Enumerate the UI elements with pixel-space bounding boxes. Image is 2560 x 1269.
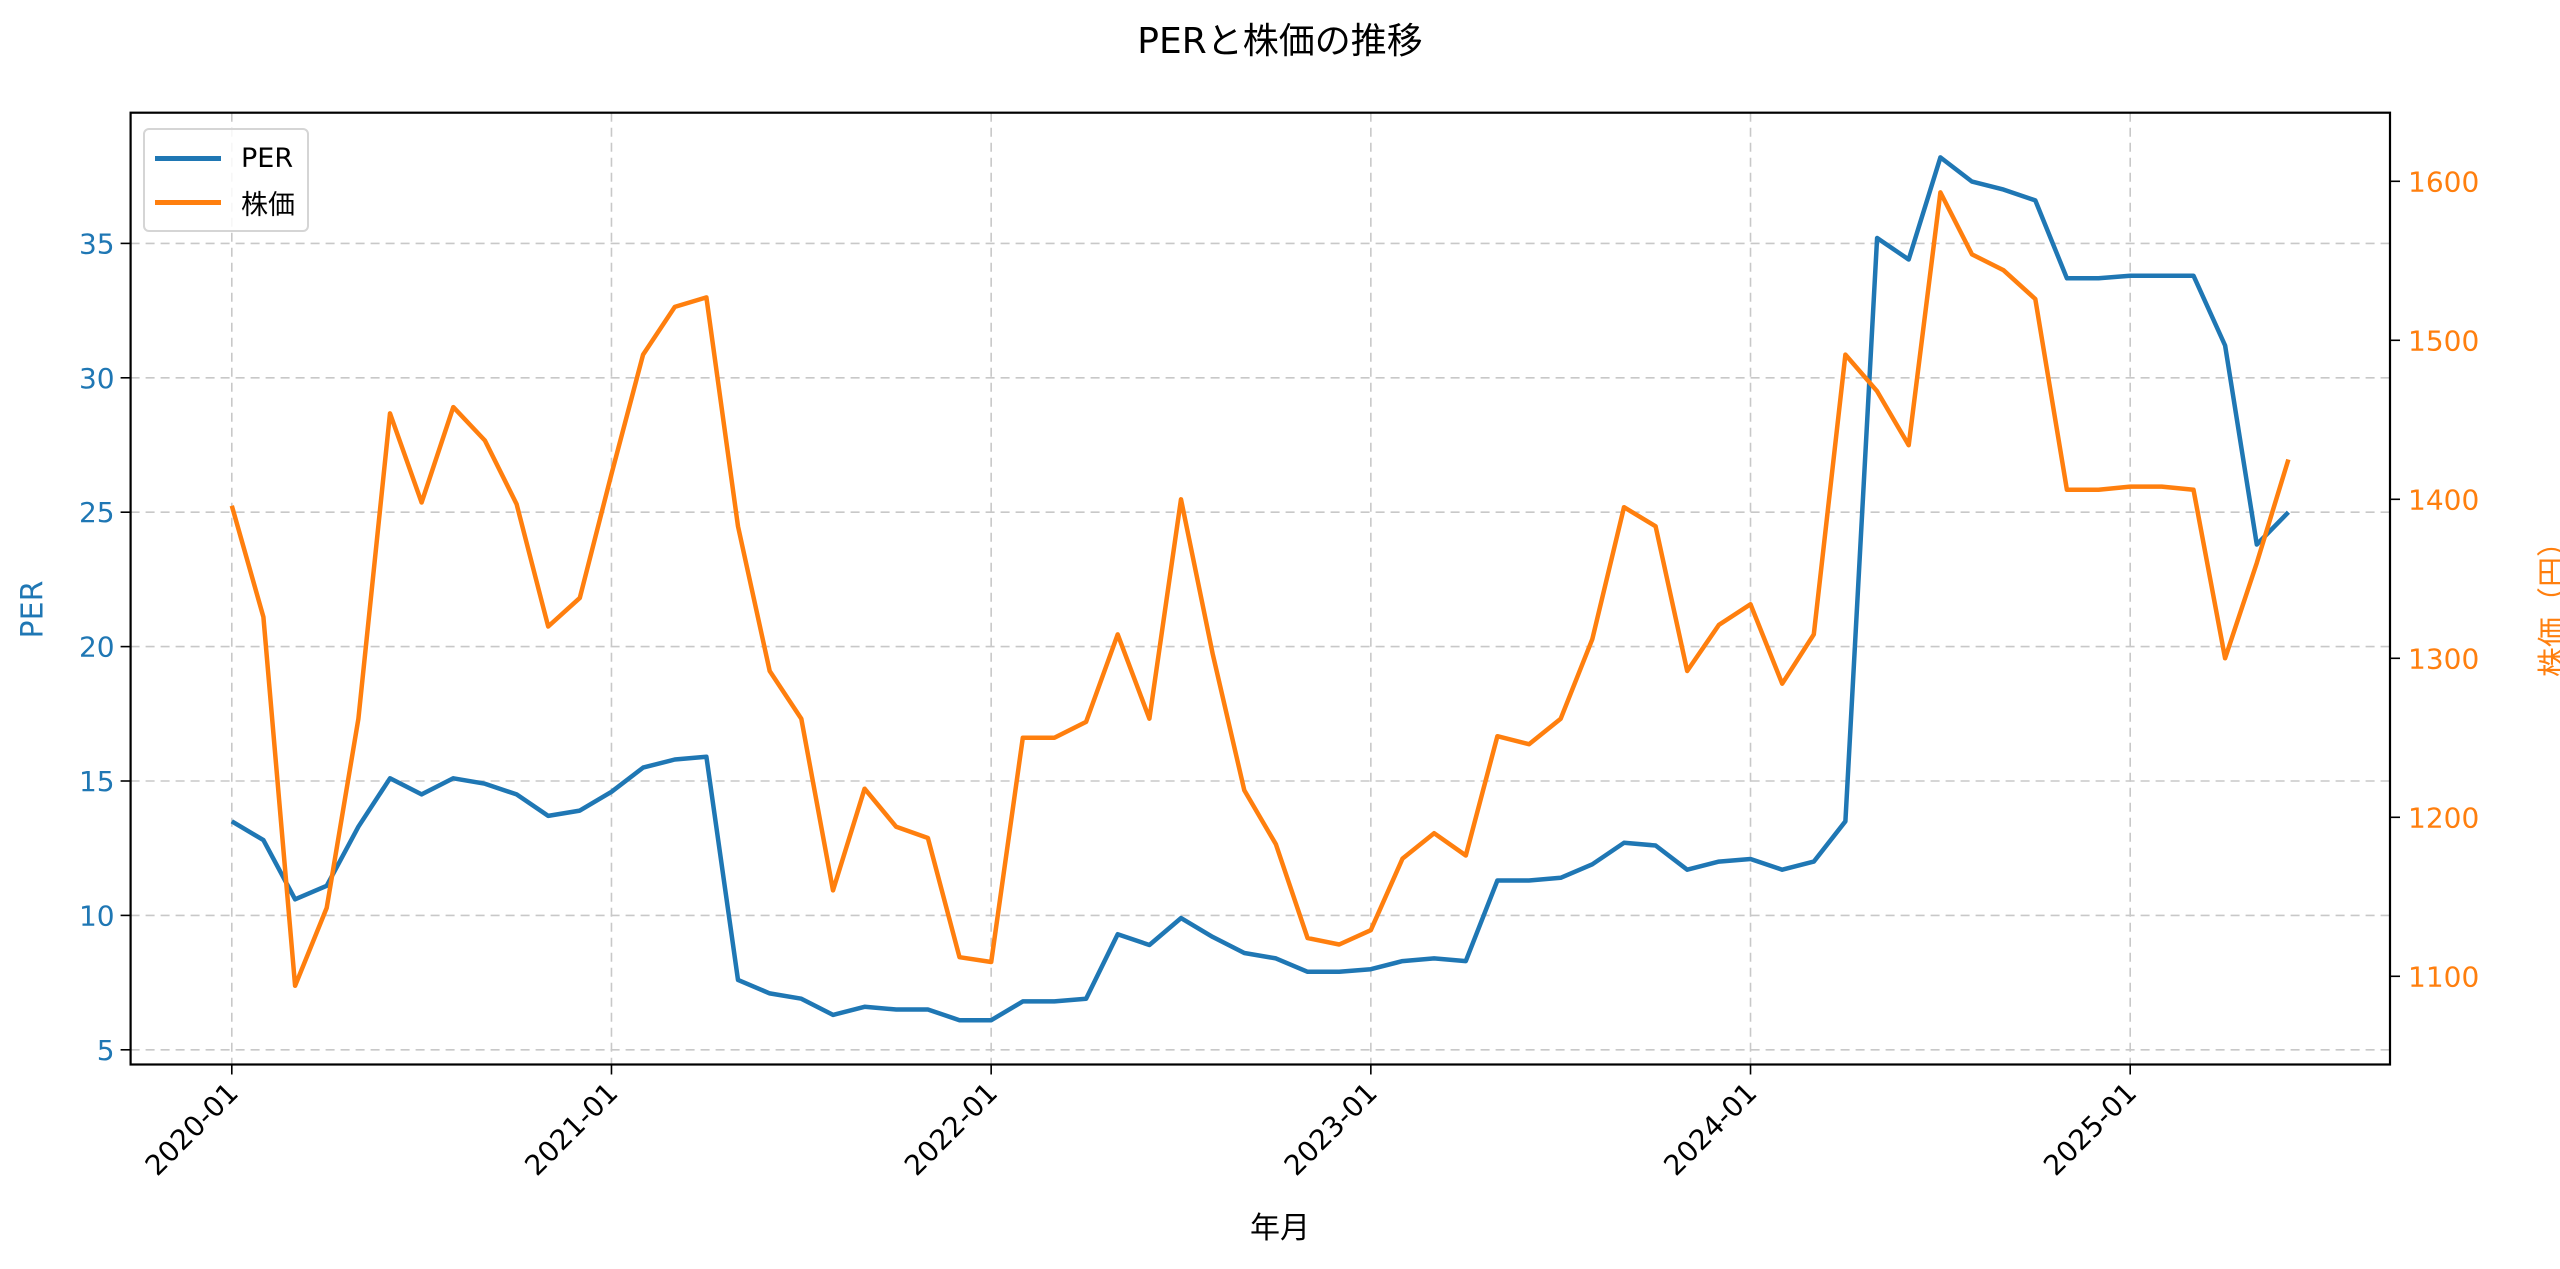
x-tick-label: 2022-01 xyxy=(898,1076,1004,1182)
y-right-tick-label: 1500 xyxy=(2408,324,2479,357)
legend-swatch-per xyxy=(155,155,221,161)
y-left-tick-label: 10 xyxy=(79,899,115,932)
legend-item-per: PER xyxy=(155,138,293,178)
x-tick-label: 2020-01 xyxy=(139,1076,245,1182)
x-tick-label: 2023-01 xyxy=(1278,1076,1384,1182)
legend: PER 株価 xyxy=(143,128,309,232)
y-axis-right-ticks: 1100 1200 1300 1400 1500 1600 xyxy=(2390,165,2479,993)
y-right-tick-label: 1400 xyxy=(2408,483,2479,516)
legend-item-price: 株価 xyxy=(155,182,295,222)
y-axis-left-label: PER xyxy=(15,580,51,639)
y-left-tick-label: 25 xyxy=(79,496,115,529)
y-right-tick-label: 1100 xyxy=(2408,960,2479,993)
grid-lines xyxy=(130,112,2390,1065)
series-line-per xyxy=(230,155,2291,1023)
chart-title: PERと株価の推移 xyxy=(1137,21,1423,62)
data-series xyxy=(229,155,2291,1023)
y-left-tick-label: 5 xyxy=(97,1034,115,1067)
y-right-tick-label: 1200 xyxy=(2408,801,2479,834)
legend-swatch-price xyxy=(155,199,221,205)
y-axis-left-ticks: 5 10 15 20 25 30 35 xyxy=(79,227,131,1067)
plot-frame xyxy=(129,111,2392,1066)
y-left-tick-label: 30 xyxy=(79,362,115,395)
x-axis-label: 年月 xyxy=(1250,1211,1310,1246)
y-left-tick-label: 15 xyxy=(79,765,115,798)
y-axis-right-label: 株価（円） xyxy=(2536,527,2560,677)
y-right-tick-label: 1600 xyxy=(2408,165,2479,198)
legend-label-per: PER xyxy=(241,142,294,174)
x-tick-label: 2024-01 xyxy=(1657,1076,1763,1182)
y-left-tick-label: 20 xyxy=(79,631,115,664)
x-axis-ticks: 2020-01 2021-01 2022-01 2023-01 2024-01 2025-… xyxy=(139,1064,2143,1182)
y-left-tick-label: 35 xyxy=(79,227,115,260)
legend-label-price: 株価 xyxy=(241,189,295,221)
x-tick-label: 2021-01 xyxy=(518,1076,624,1182)
series-line-price xyxy=(229,190,2291,989)
y-right-tick-label: 1300 xyxy=(2408,642,2479,675)
x-tick-label: 2025-01 xyxy=(2037,1076,2143,1182)
